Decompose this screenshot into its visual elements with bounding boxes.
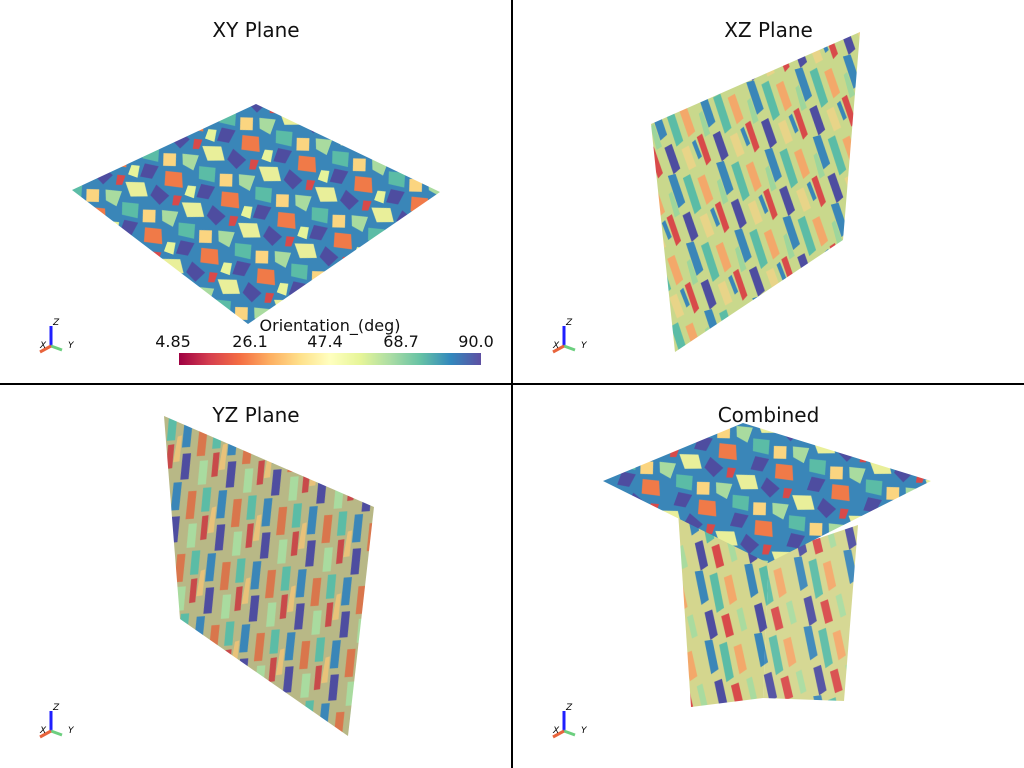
xy-plane-render xyxy=(72,104,440,324)
viewport-title: YZ Plane xyxy=(212,403,300,427)
viewport-combined[interactable]: Combined xyxy=(513,385,1024,768)
viewport-title: Combined xyxy=(717,403,820,427)
orientation-axes-widget: Z Y X xyxy=(552,703,588,739)
axis-label-z: Z xyxy=(565,703,573,713)
orientation-axes-widget: Z Y X xyxy=(39,703,75,739)
orientation-axes-widget: Z Y X xyxy=(552,318,588,354)
axis-label-x: X xyxy=(552,726,560,736)
colorbar-tick: 4.85 xyxy=(155,332,191,351)
viewport-title: XZ Plane xyxy=(724,18,813,42)
colorbar-title: Orientation_(deg) xyxy=(259,316,401,335)
colorbar-tick: 26.1 xyxy=(232,332,268,351)
axis-label-z: Z xyxy=(52,703,60,713)
axis-label-y: Y xyxy=(581,341,588,351)
colorbar-ticks: 4.85 26.1 47.4 68.7 90.0 xyxy=(150,332,510,352)
colorbar: Orientation_(deg) 4.85 26.1 47.4 68.7 90… xyxy=(150,316,510,372)
viewport-yz-plane[interactable]: YZ Plane Z Y X xyxy=(0,385,512,768)
combined-render xyxy=(603,423,931,707)
viewport-title: XY Plane xyxy=(212,18,300,42)
axis-label-z: Z xyxy=(565,318,573,328)
axis-label-y: Y xyxy=(68,341,75,351)
yz-plane-render xyxy=(164,416,374,736)
horizontal-divider xyxy=(0,383,1024,385)
viewport-xz-plane[interactable]: XZ Plane Z Y X xyxy=(513,0,1024,384)
axis-label-x: X xyxy=(39,726,47,736)
axis-label-y: Y xyxy=(581,726,588,736)
axis-label-z: Z xyxy=(52,318,60,328)
colorbar-tick: 47.4 xyxy=(307,332,343,351)
colorbar-tick: 68.7 xyxy=(383,332,419,351)
axis-label-x: X xyxy=(39,341,47,351)
colorbar-tick: 90.0 xyxy=(458,332,494,351)
axis-label-x: X xyxy=(552,341,560,351)
xz-plane-render xyxy=(651,32,860,352)
viewport-xy-plane[interactable]: XY Plane Z Y X Orientation_(deg) xyxy=(0,0,512,384)
colorbar-gradient xyxy=(179,353,481,365)
orientation-axes-widget: Z Y X xyxy=(39,318,75,354)
axis-label-y: Y xyxy=(68,726,75,736)
